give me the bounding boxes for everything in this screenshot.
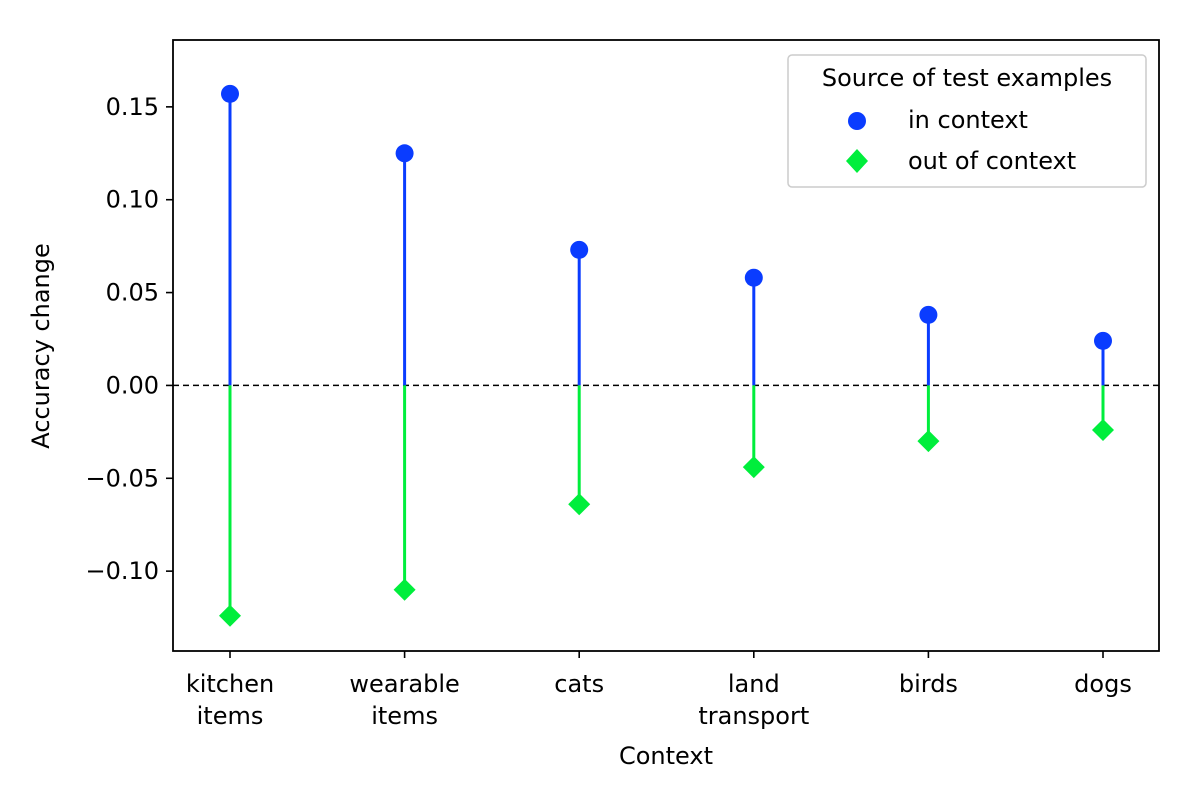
x-tick-label: wearable (349, 670, 459, 698)
legend: Source of test examples in context out o… (787, 54, 1147, 188)
x-axis-label: Context (619, 742, 713, 770)
point-out-of-context (219, 604, 241, 627)
legend-title: Source of test examples (822, 64, 1112, 92)
point-out-of-context (917, 430, 940, 453)
y-axis-label: Accuracy change (27, 243, 55, 449)
y-tick-label: 0.05 (106, 279, 159, 307)
y-tick-label: 0.15 (106, 93, 159, 121)
plot-frame (172, 39, 1160, 652)
legend-in-context-label: in context (908, 106, 1028, 134)
x-tick-label: dogs (1074, 670, 1132, 698)
point-in-context (1094, 331, 1112, 350)
point-out-of-context (568, 493, 591, 516)
legend-out-of-context-marker (846, 149, 868, 173)
point-out-of-context (1092, 419, 1114, 441)
x-tick-label: transport (698, 702, 809, 730)
y-tick-label: −0.05 (85, 464, 159, 492)
x-tick-label: land (728, 670, 780, 698)
x-tick-label: birds (899, 670, 958, 698)
point-in-context (221, 84, 239, 103)
point-out-of-context (393, 578, 416, 601)
x-tick-label: items (197, 702, 264, 730)
y-tick-label: 0.10 (106, 186, 159, 214)
x-tick-label: items (371, 702, 438, 730)
legend-in-context-marker (848, 112, 866, 130)
legend-box (787, 54, 1147, 188)
x-tick-label: cats (554, 670, 604, 698)
legend-out-of-context-label: out of context (908, 147, 1076, 175)
point-in-context (744, 268, 763, 287)
y-tick-label: −0.10 (85, 557, 159, 585)
point-in-context (919, 305, 938, 324)
x-tick-label: kitchen (186, 670, 274, 698)
point-out-of-context (742, 456, 765, 479)
y-tick-label: 0.00 (106, 371, 159, 399)
plot-area: −0.10 −0.05 0.00 0.05 0.10 0.15 kitchen items we… (85, 39, 1160, 730)
point-in-context (395, 144, 414, 163)
point-in-context (570, 240, 589, 259)
